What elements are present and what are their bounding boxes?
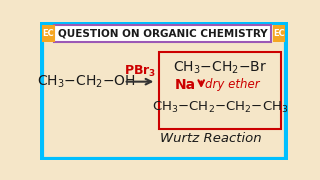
- Text: EC: EC: [43, 29, 54, 38]
- Text: EC: EC: [273, 29, 284, 38]
- Text: Na: Na: [175, 78, 196, 92]
- Bar: [54, 25, 271, 42]
- Text: Wurtz Reaction: Wurtz Reaction: [160, 132, 261, 145]
- Text: $\mathregular{CH_3{-}CH_2{-}Br}$: $\mathregular{CH_3{-}CH_2{-}Br}$: [173, 60, 267, 76]
- Text: $\mathregular{CH_3{-}CH_2{-}OH}$: $\mathregular{CH_3{-}CH_2{-}OH}$: [37, 73, 136, 90]
- Bar: [42, 25, 55, 42]
- Bar: [273, 25, 285, 42]
- Text: dry ether: dry ether: [205, 78, 260, 91]
- Text: $\mathregular{CH_3{-}CH_2{-}CH_2{-}CH_3}$: $\mathregular{CH_3{-}CH_2{-}CH_2{-}CH_3}…: [152, 100, 288, 115]
- Bar: [159, 52, 281, 129]
- Text: $\mathregular{PBr_3}$: $\mathregular{PBr_3}$: [124, 64, 156, 79]
- Text: QUESTION ON ORGANIC CHEMISTRY: QUESTION ON ORGANIC CHEMISTRY: [58, 28, 267, 38]
